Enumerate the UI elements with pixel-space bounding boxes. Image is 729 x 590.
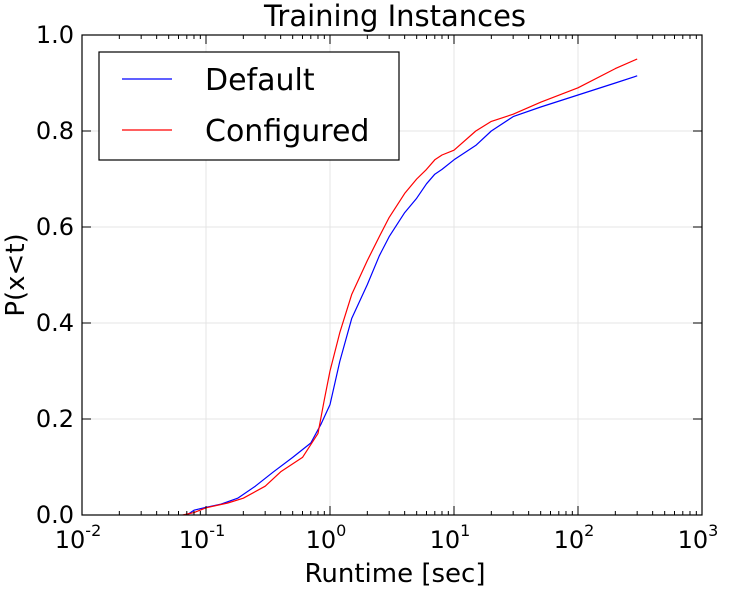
series-lines [182,58,638,516]
y-tick-label: 0.6 [36,213,74,241]
y-tick-label: 0.0 [36,501,74,529]
x-tick-label: 10-1 [179,521,226,554]
x-tick-label: 10-2 [55,521,102,554]
chart-title: Training Instances [263,0,526,33]
legend: Default Configured [98,51,400,161]
x-tick-label: 101 [430,521,471,554]
y-tick-label: 0.2 [36,405,74,433]
x-tick-label: 102 [554,521,595,554]
y-axis-label: P(x<t) [1,233,31,316]
legend-box [98,51,400,161]
legend-label-default: Default [205,63,315,98]
x-tick-label: 100 [306,521,347,554]
y-tick-label: 0.4 [36,309,74,337]
x-axis-label: Runtime [sec] [305,559,486,589]
plot-area-frame [81,34,703,516]
y-tick-label: 0.8 [36,117,74,145]
series-line-configured [182,58,638,516]
y-tick-labels: 0.0 0.2 0.4 0.6 0.8 1.0 [36,21,74,529]
y-tick-label: 1.0 [36,21,74,49]
series-line-default [186,75,638,516]
legend-label-configured: Configured [205,114,369,149]
x-tick-labels: 10-2 10-1 100 101 102 103 [55,521,719,554]
x-tick-label: 103 [678,521,719,554]
